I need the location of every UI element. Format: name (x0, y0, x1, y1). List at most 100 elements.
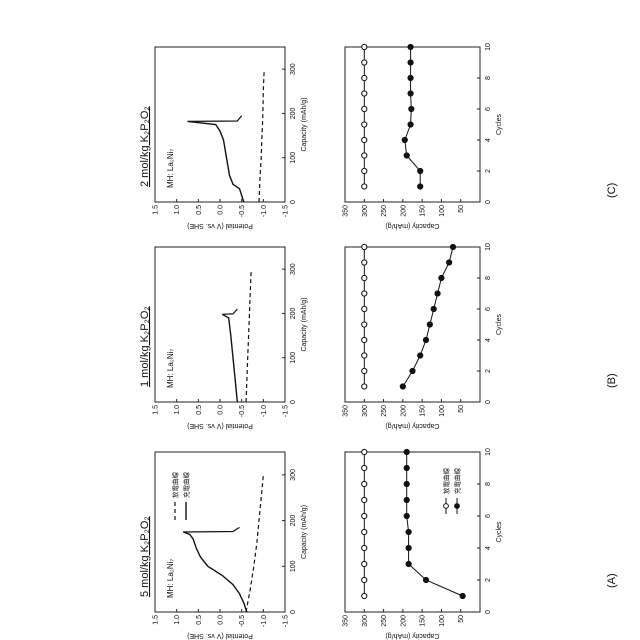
open-point (361, 576, 368, 584)
open-point (361, 90, 368, 97)
charge-curve (221, 313, 238, 403)
filled-series-line (402, 246, 454, 387)
filled-point (426, 321, 433, 328)
cycle-frame (344, 451, 481, 613)
open-point (361, 496, 368, 504)
open-point (361, 383, 368, 390)
cycle-y-tick-label: 150 (420, 205, 427, 217)
filled-point (403, 152, 410, 159)
open-point (361, 105, 368, 113)
filled-point (417, 167, 424, 175)
filled-point (408, 105, 415, 113)
potential-y-tick-label: -0.5 (239, 615, 246, 627)
cycle-y-tick-label: 250 (381, 205, 388, 217)
cycle-y-tick-label: 350 (343, 615, 350, 627)
filled-point (409, 367, 416, 375)
potential-y-tick-label: 1.5 (153, 405, 160, 415)
cycle-x-tick-label: 0 (485, 400, 492, 404)
filled-point (405, 544, 412, 552)
potential-x-tick-label: 300 (290, 63, 297, 75)
cycle-x-tick-label: 2 (485, 578, 492, 582)
potential-y-tick-label: -1.5 (283, 405, 290, 417)
cycle-y-tick-label: 100 (439, 405, 446, 417)
potential-y-tick-label: 0.5 (196, 405, 203, 415)
legend-filled-label: 充電曲線 (453, 468, 462, 495)
cycle-y-tick-label: 50 (458, 405, 465, 413)
cycle-plot: 0 2 4 6 8 10 Cycles 50 100 150 200 250 300 350 Capacit… (343, 43, 504, 229)
filled-point (405, 528, 412, 536)
potential-y-tick-label: -0.5 (239, 405, 246, 417)
open-point (361, 528, 368, 536)
open-point (361, 448, 368, 456)
open-point (361, 59, 368, 66)
potential-y-tick-label: 1.0 (174, 205, 181, 215)
potential-note: MH: La₂Ni₇ (166, 349, 175, 388)
cycle-x-tick-label: 6 (485, 307, 492, 311)
cycle-x-tick-label: 10 (485, 448, 492, 456)
discharge-curve (245, 269, 252, 403)
cycle-y-tick-label: 300 (362, 405, 369, 417)
filled-point (449, 243, 457, 251)
legend-discharge-label: 放電曲線 (171, 472, 180, 499)
open-point (361, 544, 368, 552)
potential-x-tick-label: 300 (290, 469, 297, 481)
filled-point (403, 512, 410, 520)
open-point (361, 321, 368, 328)
open-point (361, 464, 368, 472)
cycle-y-tick-label: 250 (381, 405, 388, 417)
cycle-x-label: Cycles (496, 521, 503, 543)
potential-y-tick-label: 0.0 (218, 205, 225, 215)
filled-point (407, 121, 414, 128)
open-point (361, 259, 368, 266)
potential-x-tick-label: 300 (290, 263, 297, 275)
charge-spike (183, 526, 240, 533)
cycle-x-tick-label: 6 (485, 107, 492, 111)
legend-open-marker (443, 503, 449, 509)
potential-x-tick-label: 100 (290, 352, 297, 364)
panel-letter: (B) (606, 373, 618, 388)
potential-x-tick-label: 0 (290, 610, 297, 614)
potential-y-tick-label: -1.5 (283, 205, 290, 217)
charge-curve (182, 531, 248, 613)
filled-point (407, 43, 414, 51)
discharge-curve (245, 474, 264, 613)
cycle-y-tick-label: 150 (420, 405, 427, 417)
cycle-x-label: Cycles (496, 114, 503, 136)
filled-point (422, 576, 430, 584)
open-point (361, 121, 368, 128)
open-point (361, 136, 368, 144)
cycle-y-tick-label: 250 (381, 615, 388, 627)
panel-letter: (A) (606, 573, 618, 588)
panel-letter: (C) (606, 183, 618, 198)
charge-curve (187, 120, 245, 203)
cycle-y-tick-label: 100 (439, 615, 446, 627)
legend-open-label: 放電曲線 (442, 468, 451, 495)
potential-plot: 0 100 200 300 Capacity (mAh/g) 1.5 1.0 0.5 0.0 -0… (153, 46, 308, 229)
potential-y-tick-label: 0.0 (218, 405, 225, 415)
cycle-x-tick-label: 8 (485, 276, 492, 280)
filled-point (417, 183, 424, 190)
cycle-y-tick-label: 50 (458, 205, 465, 213)
cycle-frame (344, 246, 481, 403)
filled-series-line (406, 452, 463, 597)
cycle-x-tick-label: 8 (485, 76, 492, 80)
discharge-curve (258, 69, 265, 203)
potential-note: MH: La₂Ni₇ (166, 149, 175, 188)
open-point (361, 367, 368, 375)
potential-y-tick-label: 0.0 (218, 615, 225, 625)
cycle-x-tick-label: 4 (485, 546, 492, 550)
potential-x-tick-label: 100 (290, 560, 297, 572)
potential-y-tick-label: 0.5 (196, 615, 203, 625)
cycle-y-tick-label: 300 (362, 205, 369, 217)
filled-point (403, 480, 410, 488)
panel-title: 5 mol/kg K₂P₂O₂ (139, 516, 151, 597)
panel-title: 2 mol/kg K₂P₂O₂ (139, 106, 151, 187)
cycle-x-tick-label: 10 (485, 243, 492, 251)
potential-y-tick-label: 1.0 (174, 615, 181, 625)
potential-y-tick-label: -1.0 (261, 615, 268, 627)
filled-point (399, 383, 406, 390)
filled-point (430, 305, 437, 313)
cycle-plot: 0 2 4 6 8 10 Cycles 50 100 150 200 250 300 350 Capacit… (343, 243, 504, 429)
